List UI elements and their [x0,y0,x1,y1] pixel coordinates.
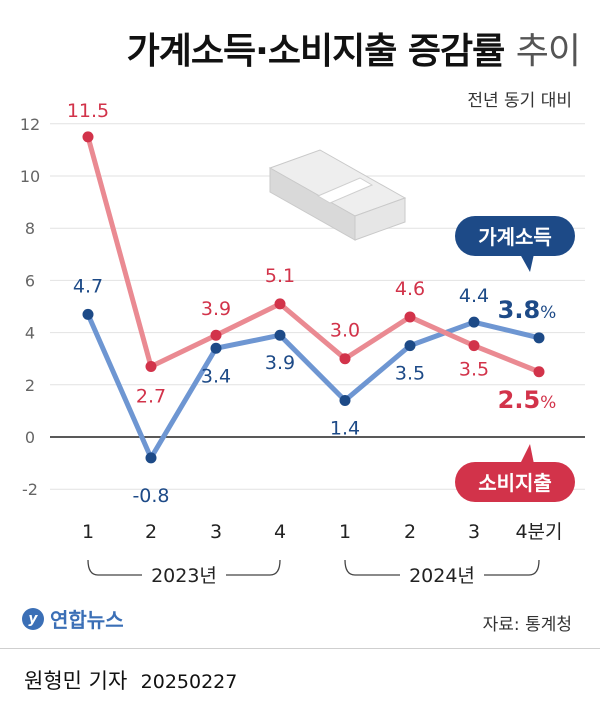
chart-subtitle: 전년 동기 대비 [467,91,572,111]
legend-callout-pointer [520,254,534,272]
data-label: 4.4 [459,285,489,307]
data-point [468,316,480,328]
y-tick-label: 4 [25,324,35,343]
y-tick-label: -2 [22,480,38,499]
logo-icon: y [22,607,44,630]
data-point [145,452,157,464]
reporter-credit: 원형민 기자 [24,669,128,693]
y-tick-label: 2 [25,376,35,395]
x-tick-label: 2 [145,521,157,543]
y-tick-label: 8 [25,219,35,238]
y-tick-label: 12 [20,115,40,134]
y-tick-label: 0 [25,428,35,447]
data-label: 2.5% [498,386,557,414]
legend-label: 가계소득 [478,225,552,249]
data-point [82,131,94,143]
x-tick-label: 4분기 [515,521,562,543]
publisher-logo: y 연합뉴스 [22,604,124,633]
source-note: 자료: 통계청 [482,615,572,635]
data-point [210,342,222,354]
legend-callout-spending [455,462,575,502]
series-line [85,311,542,461]
y-tick-label: 10 [20,167,40,186]
data-point [404,340,416,352]
money-stack-front [354,197,406,241]
year-bracket [87,559,281,576]
year-label: 2024년 [409,565,475,587]
year-label: 2023년 [151,565,217,587]
x-tick-label: 1 [82,521,94,543]
data-label: 3.9 [265,352,295,374]
data-label: 3.5 [395,363,425,385]
data-label: -0.8 [132,485,169,507]
footer-divider [0,648,600,649]
data-label: 4.6 [395,278,425,300]
data-point [210,329,222,341]
data-point [533,366,545,378]
data-point [274,329,286,341]
x-tick-label: 1 [339,521,351,543]
series-line [85,134,542,375]
data-point [339,353,351,365]
legend-callout-income [455,216,575,256]
credit-date: 20250227 [140,671,238,693]
legend-callout-pointer [520,444,534,464]
legend-label: 소비지출 [478,471,552,495]
data-point [468,340,480,352]
data-label: 3.8% [498,296,557,324]
logo-text: 연합뉴스 [50,608,124,632]
money-band [316,177,374,204]
data-point [339,394,351,406]
data-label: 3.9 [201,298,231,320]
data-label-unit: % [540,303,556,323]
data-label: 11.5 [67,100,109,122]
y-tick-label: 6 [25,271,35,290]
data-point [274,298,286,310]
data-point [404,311,416,323]
year-bracket [344,559,540,576]
data-label-unit: % [540,393,556,413]
data-label: 3.5 [459,359,489,381]
data-label: 1.4 [330,417,360,439]
x-tick-label: 4 [274,521,286,543]
x-tick-label: 3 [210,521,222,543]
credit-line: 원형민 기자 20250227 [24,665,237,695]
title-main: 가계소득·소비지출 증감률 [126,31,506,72]
data-point [533,332,545,344]
data-label: 3.0 [330,320,360,342]
title-light: 추이 [515,31,581,72]
data-point [145,361,157,373]
data-label: 4.7 [73,275,103,297]
data-label: 5.1 [265,265,295,287]
data-label: 3.4 [201,365,231,387]
x-tick-label: 2 [404,521,416,543]
data-point [82,308,94,320]
chart-title: 가계소득·소비지출 증감률 추이 [0,22,581,74]
x-tick-label: 3 [468,521,480,543]
data-label: 2.7 [136,386,166,408]
